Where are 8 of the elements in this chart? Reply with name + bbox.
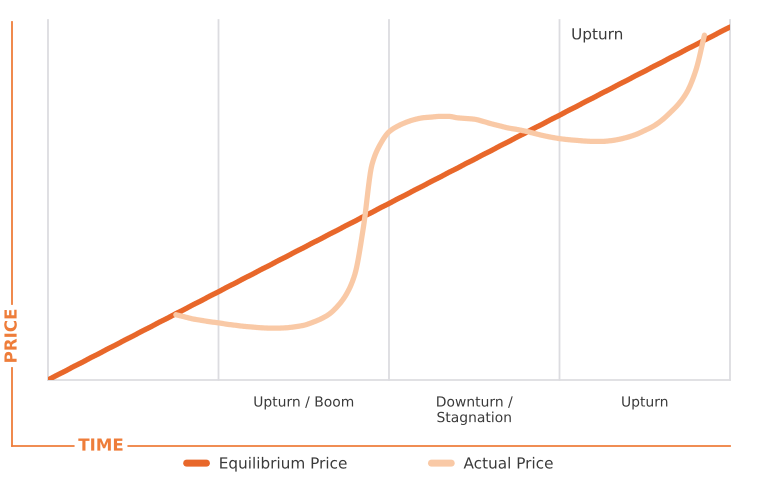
annotation: Upturn bbox=[572, 28, 622, 43]
x-tick-label: Upturn bbox=[622, 396, 668, 410]
legend-label: Actual Price bbox=[464, 456, 553, 469]
x-tick-label: Upturn / Boom bbox=[254, 396, 354, 410]
x-axis-title: TIME bbox=[78, 438, 123, 451]
legend-label: Equilibrium Price bbox=[220, 456, 347, 472]
x-tick-label: Downturn / Stagnation bbox=[437, 396, 513, 425]
y-axis-title: PRICE bbox=[4, 310, 17, 362]
